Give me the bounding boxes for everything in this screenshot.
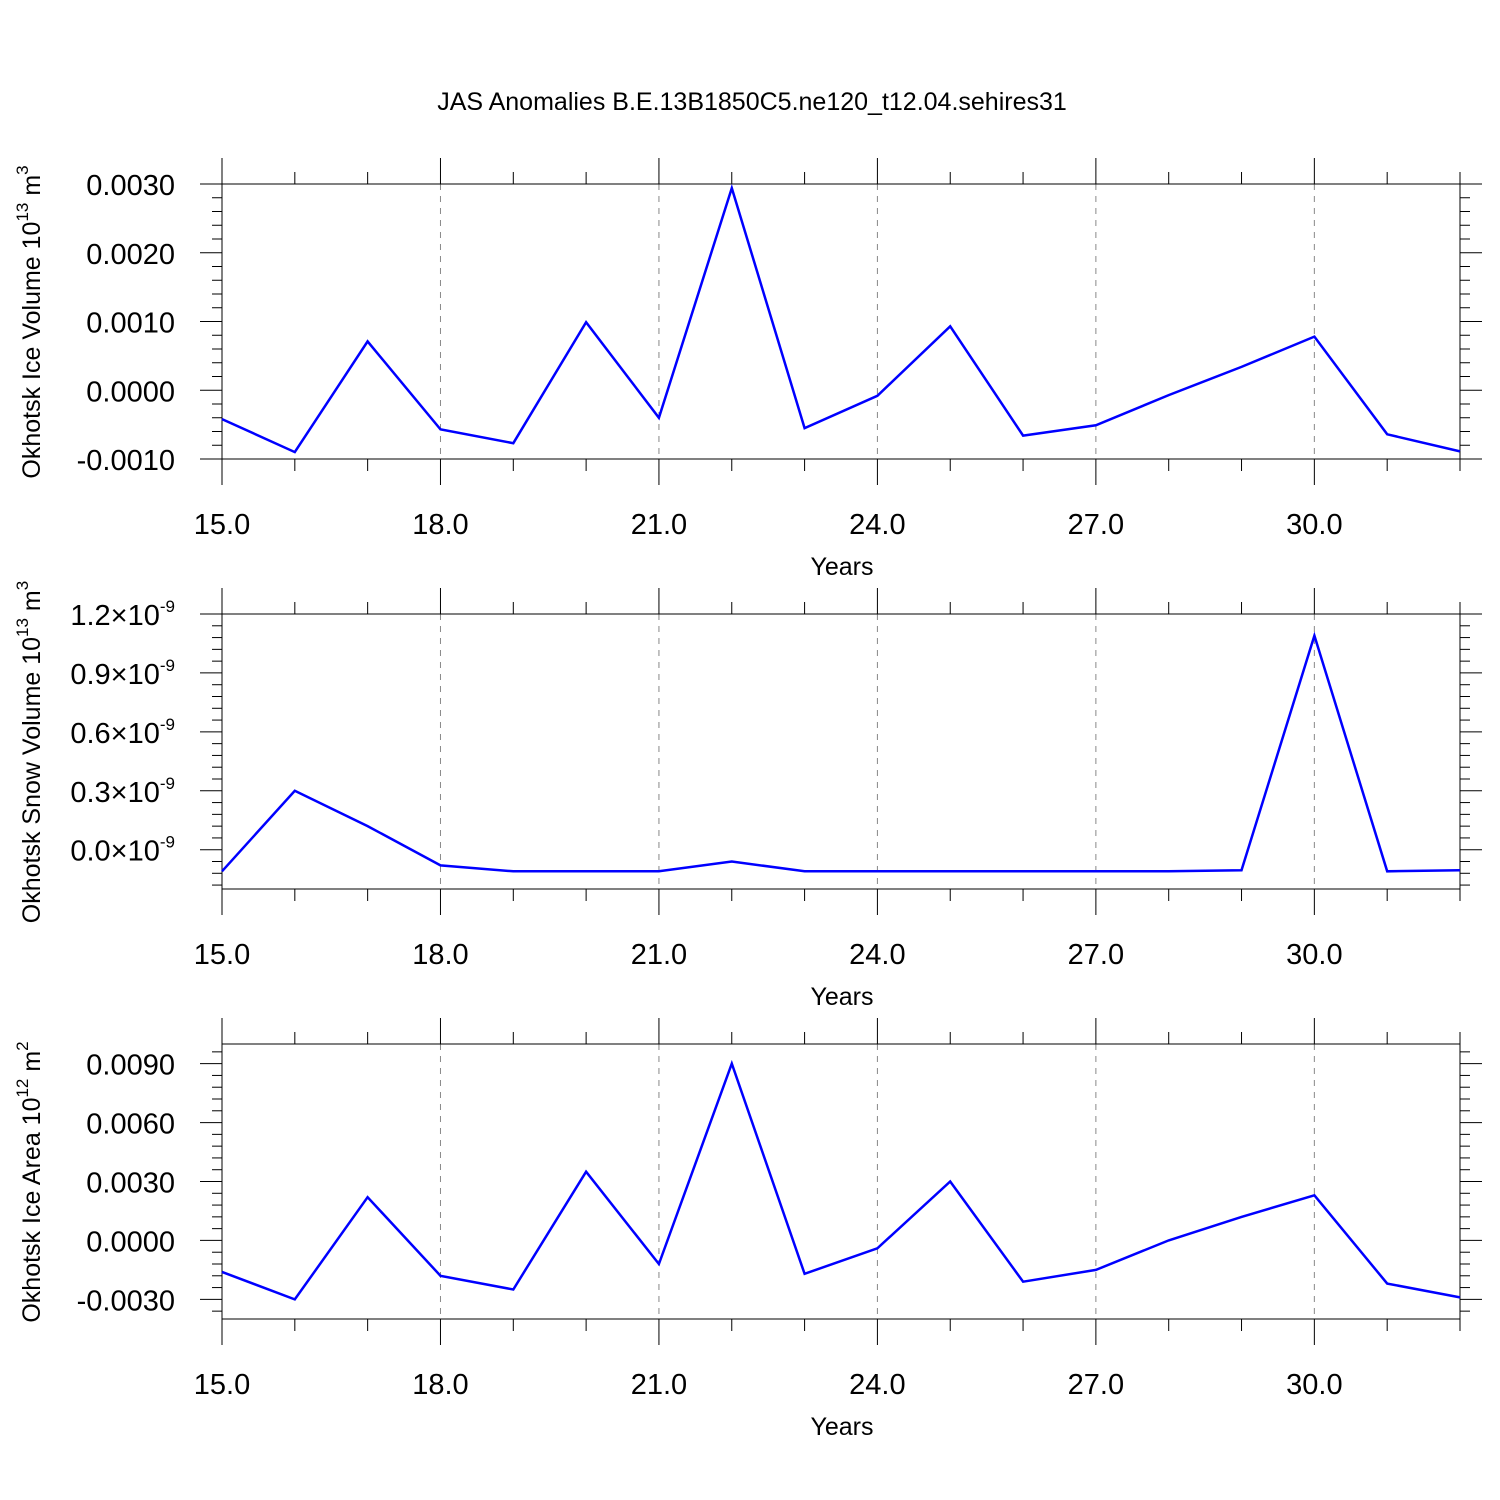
x-axis-label: Years [810,983,873,1011]
panel-1: 15.0 18.0 21.0 24.0 27.0 30.0 -0.0010 0.0000 0.0… [13,158,1482,581]
y-tick-label: 1.2×10-9 [70,597,175,632]
plot-frame [221,183,1461,460]
x-tick-label: 30.0 [1286,1369,1342,1401]
y-tick-label: 0.0×10-9 [70,833,175,868]
x-tick-label: 24.0 [849,509,905,541]
x-axis-label: Years [810,553,873,581]
y-tick-label: -0.0030 [77,1285,175,1317]
chart-title: JAS Anomalies B.E.13B1850C5.ne120_t12.04… [437,88,1067,116]
y-tick-label: 0.9×10-9 [70,656,175,691]
plot-frame [221,1043,1461,1320]
y-tick-label: 0.0090 [86,1050,175,1082]
series-line [221,631,1461,873]
x-tick-label: 15.0 [194,1369,250,1401]
plot-frame [221,613,1461,890]
x-tick-label: 30.0 [1286,939,1342,971]
y-tick-label: 0.0000 [86,376,175,408]
x-tick-label: 18.0 [412,1369,468,1401]
series-line [221,1059,1461,1301]
x-tick-label: 27.0 [1068,509,1124,541]
y-tick-label: 0.3×10-9 [70,774,175,809]
panel-3: 15.0 18.0 21.0 24.0 27.0 30.0 -0.0030 0.0000 0.0… [13,1018,1482,1441]
y-axis-label: Okhotsk Ice Volume 1013 m3 [13,165,46,478]
series-line [221,183,1461,454]
y-tick-label: 0.0030 [86,170,175,202]
x-tick-label: 21.0 [631,509,687,541]
y-axis-label: Okhotsk Ice Area 1012 m2 [13,1041,46,1322]
x-tick-label: 15.0 [194,509,250,541]
x-axis-label: Years [810,1413,873,1441]
x-tick-label: 21.0 [631,1369,687,1401]
y-tick-label: 0.0000 [86,1226,175,1258]
x-tick-label: 21.0 [631,939,687,971]
x-tick-label: 24.0 [849,939,905,971]
panel-2: 15.0 18.0 21.0 24.0 27.0 30.0 0.0×10-9 0.3×10-9… [13,581,1482,1011]
x-tick-label: 27.0 [1068,1369,1124,1401]
y-tick-label: -0.0010 [77,445,175,477]
y-axis-label: Okhotsk Snow Volume 1013 m3 [13,581,46,923]
x-tick-label: 18.0 [412,509,468,541]
y-tick-label: 0.0020 [86,239,175,271]
y-tick-label: 0.6×10-9 [70,715,175,750]
y-tick-label: 0.0030 [86,1168,175,1200]
x-tick-label: 15.0 [194,939,250,971]
x-tick-label: 27.0 [1068,939,1124,971]
x-tick-label: 18.0 [412,939,468,971]
y-tick-label: 0.0060 [86,1109,175,1141]
x-tick-label: 30.0 [1286,509,1342,541]
y-tick-label: 0.0010 [86,308,175,340]
x-tick-label: 24.0 [849,1369,905,1401]
